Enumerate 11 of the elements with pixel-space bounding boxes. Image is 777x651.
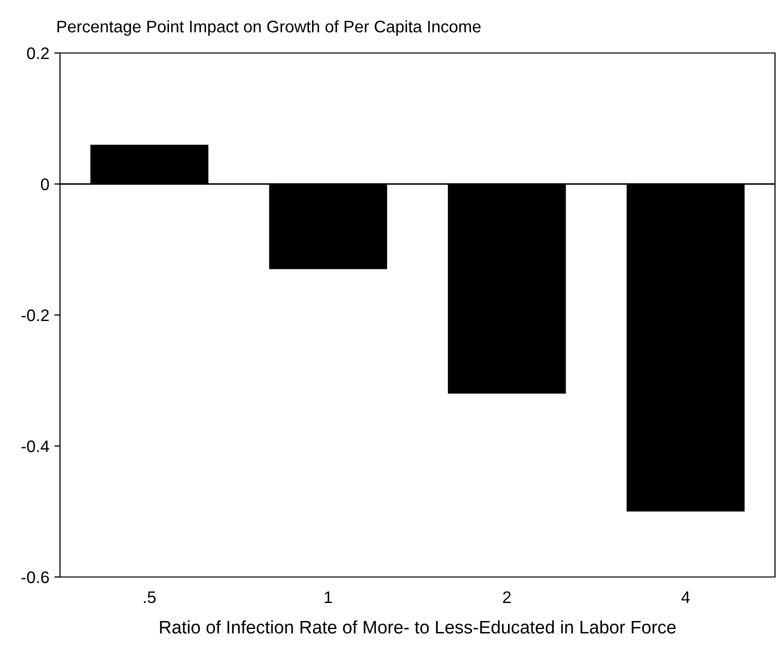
x-axis-title: Ratio of Infection Rate of More- to Less-Educated in Labor Force [160, 620, 676, 634]
y-tick-label: 0.2 [27, 47, 49, 60]
x-tick-label: 4 [681, 592, 690, 603]
y-tick-label: -0.4 [22, 440, 50, 452]
y-tick-label: -0.2 [22, 309, 49, 322]
x-tick-label: 1 [324, 592, 332, 603]
y-tick-label: -0.6 [22, 571, 49, 584]
x-tick-label: .5 [144, 592, 156, 604]
x-tick-label: 2 [503, 591, 511, 603]
chart-title: Percentage Point Impact on Growth of Per Capita Income [57, 20, 481, 36]
y-tick-label: 0 [40, 178, 49, 190]
